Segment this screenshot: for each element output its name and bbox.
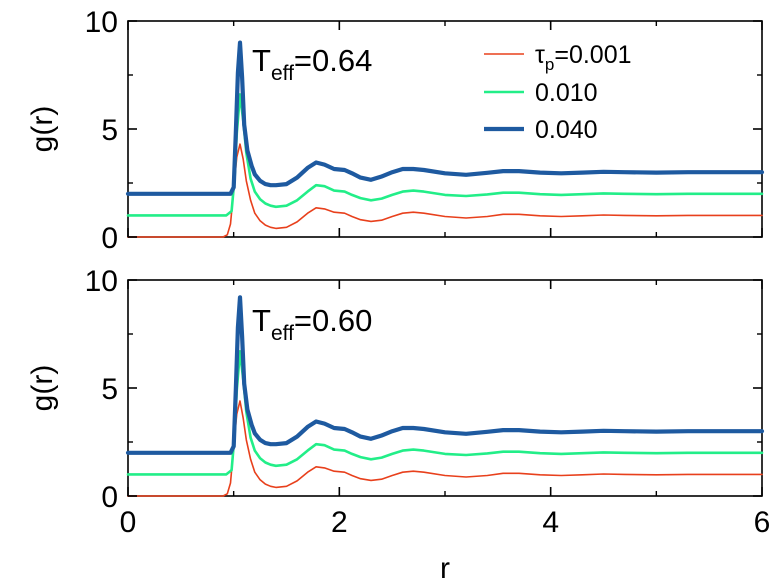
top-annotation-value: =0.64 [294, 43, 372, 78]
bottom-annotation: Teff=0.60 [252, 303, 372, 345]
top-ytick-label-1: 5 [101, 114, 118, 147]
legend-label-0-value: =0.001 [554, 41, 631, 69]
top-panel: 0 5 10 g(r) Teff=0.64 τp=0.001 0.010 0.040 [26, 6, 765, 255]
top-annotation-prefix: T [252, 43, 271, 78]
top-plot-frame [127, 20, 763, 238]
top-series-line-0 [127, 143, 763, 238]
top-annotation-subscript: eff [271, 62, 294, 85]
bottom-ytick-label-2: 10 [85, 265, 118, 298]
bottom-series-line-1 [126, 349, 764, 476]
bottom-xlabel: r [440, 552, 450, 585]
bottom-xtick-label-0: 0 [120, 506, 137, 539]
top-series-line-2 [125, 40, 765, 196]
bottom-ylabel: g(r) [26, 365, 59, 412]
legend-label-1: 0.010 [535, 79, 598, 107]
bottom-xtick-label-1: 2 [331, 506, 348, 539]
bottom-annotation-value: =0.60 [294, 303, 372, 338]
bottom-plot-frame [127, 279, 763, 497]
top-ytick-label-0: 0 [101, 222, 118, 255]
bottom-ticks-group: 0 2 4 6 0 5 10 [85, 265, 771, 539]
bottom-panel: 0 2 4 6 0 5 10 g(r) Teff=0.60 r [26, 265, 770, 585]
top-ytick-label-2: 10 [85, 6, 118, 39]
legend-label-0: τp=0.001 [535, 41, 632, 74]
bottom-ytick-label-1: 5 [101, 373, 118, 406]
legend-label-2: 0.040 [535, 116, 598, 144]
bottom-series-line-0 [127, 400, 763, 497]
bottom-xtick-label-2: 4 [542, 506, 559, 539]
legend-label-0-subscript: p [545, 55, 554, 74]
bottom-series-group [125, 295, 765, 497]
legend: τp=0.001 0.010 0.040 [484, 41, 632, 144]
top-ylabel: g(r) [26, 106, 59, 153]
top-ticks-group: 0 5 10 [85, 6, 763, 255]
bottom-xtick-label-3: 6 [754, 506, 771, 539]
top-annotation: Teff=0.64 [252, 43, 372, 85]
bottom-annotation-prefix: T [252, 303, 271, 338]
bottom-series-line-2 [125, 295, 765, 455]
top-series-line-1 [126, 93, 764, 217]
top-series-group [125, 40, 765, 238]
legend-label-0-prefix: τ [535, 41, 545, 69]
bottom-annotation-subscript: eff [271, 322, 294, 345]
bottom-ytick-label-0: 0 [101, 481, 118, 514]
